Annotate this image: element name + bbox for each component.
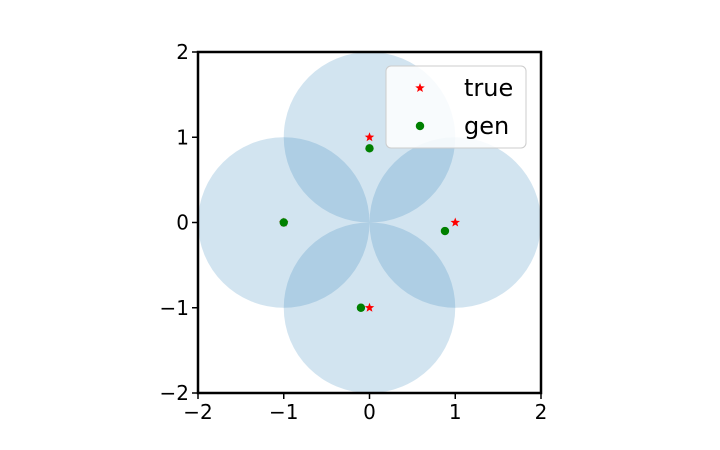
point-gen-0 [365,144,374,153]
x-tick-label-0: −2 [183,400,212,424]
x-tick-label-2: 0 [363,400,376,424]
point-true-0 [364,132,375,142]
y-tick-label-2: 0 [176,211,189,235]
legend-marker-true [415,83,425,93]
point-gen-2 [356,303,366,312]
legend: true gen [385,65,527,149]
point-true-2 [364,302,375,312]
y-tick-label-3: 1 [176,125,189,149]
legend-label-true: true [464,74,513,102]
x-tick-label-3: 1 [449,400,462,424]
x-tick-label-4: 2 [535,400,548,424]
point-gen-3 [279,218,288,227]
legend-label-gen: gen [464,112,509,140]
y-tick-label-0: −2 [160,381,189,405]
y-tick-label-1: −1 [160,296,189,320]
x-tick-label-1: −1 [269,400,298,424]
point-gen-1 [440,226,450,236]
legend-marker-gen [415,121,425,131]
y-tick-label-4: 2 [176,40,189,64]
point-true-1 [450,217,461,227]
